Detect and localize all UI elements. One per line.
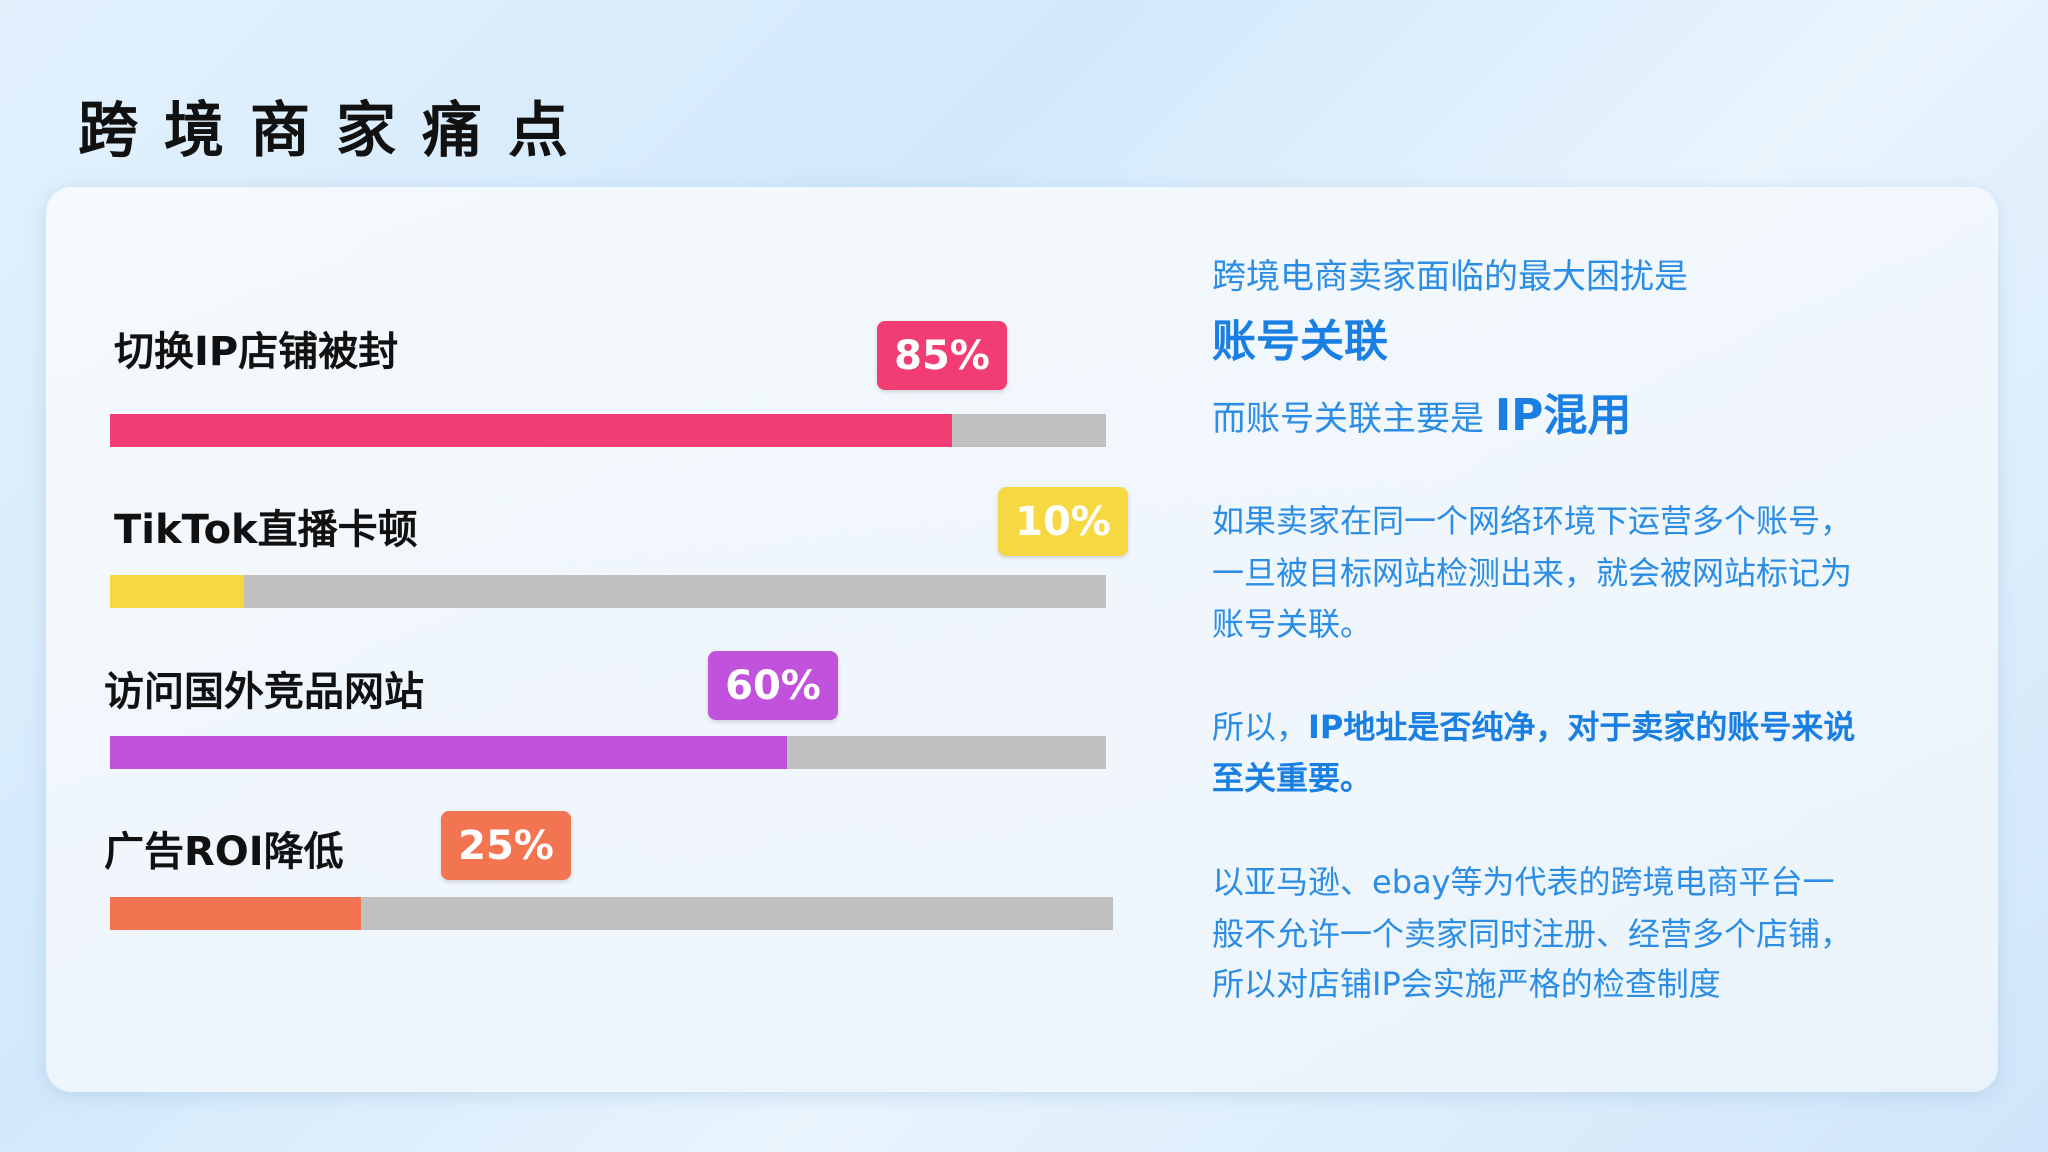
progress-bar-track (110, 897, 1113, 930)
progress-bar-track (110, 414, 1106, 447)
paragraph-1-line: 如果卖家在同一个网络环境下运营多个账号， (1212, 502, 1853, 540)
progress-bar-track (110, 575, 1106, 608)
progress-bar-fill (110, 414, 952, 447)
pain-point-label: TikTok直播卡顿 (114, 507, 418, 553)
cause-text: 而账号关联主要是 (1212, 399, 1484, 439)
paragraph-1-line: 账号关联。 (1212, 605, 1373, 643)
paragraph-1-line: 一旦被目标网站检测出来，就会被网站标记为 (1212, 554, 1853, 592)
paragraph-2-line: 所以，IP地址是否纯净，对于卖家的账号来说 (1212, 711, 1855, 743)
percent-badge: 85% (877, 321, 1007, 390)
pain-point-label: 广告ROI降低 (104, 829, 344, 875)
paragraph-3-line: 以亚马逊、ebay等为代表的跨境电商平台一 (1212, 863, 1835, 901)
page-title: 跨境商家痛点 (78, 96, 594, 166)
highlight-ip-mix: IP混用 (1494, 390, 1632, 441)
pain-point-label: 切换IP店铺被封 (114, 329, 399, 375)
progress-bar-fill (110, 575, 245, 608)
pain-point-label: 访问国外竞品网站 (104, 669, 424, 715)
content-card (46, 187, 1998, 1092)
progress-bar-track (110, 736, 1106, 769)
progress-bar-fill (110, 897, 361, 930)
progress-bar-fill (110, 736, 788, 769)
so-text: 所以， (1212, 708, 1309, 746)
highlight-account-association: 账号关联 (1212, 316, 1388, 367)
intro-line: 跨境电商卖家面临的最大困扰是 (1212, 257, 1688, 297)
percent-badge: 60% (708, 651, 838, 720)
percent-badge: 10% (998, 487, 1128, 556)
paragraph-2-bold: IP地址是否纯净，对于卖家的账号来说 (1308, 708, 1856, 746)
paragraph-2-line: 至关重要。 (1212, 759, 1373, 797)
paragraph-3-line: 般不允许一个卖家同时注册、经营多个店铺， (1212, 915, 1853, 953)
paragraph-3-line: 所以对店铺IP会实施严格的检查制度 (1212, 965, 1721, 1003)
cause-line: 而账号关联主要是 IP混用 (1212, 394, 1631, 438)
percent-badge: 25% (441, 811, 571, 880)
